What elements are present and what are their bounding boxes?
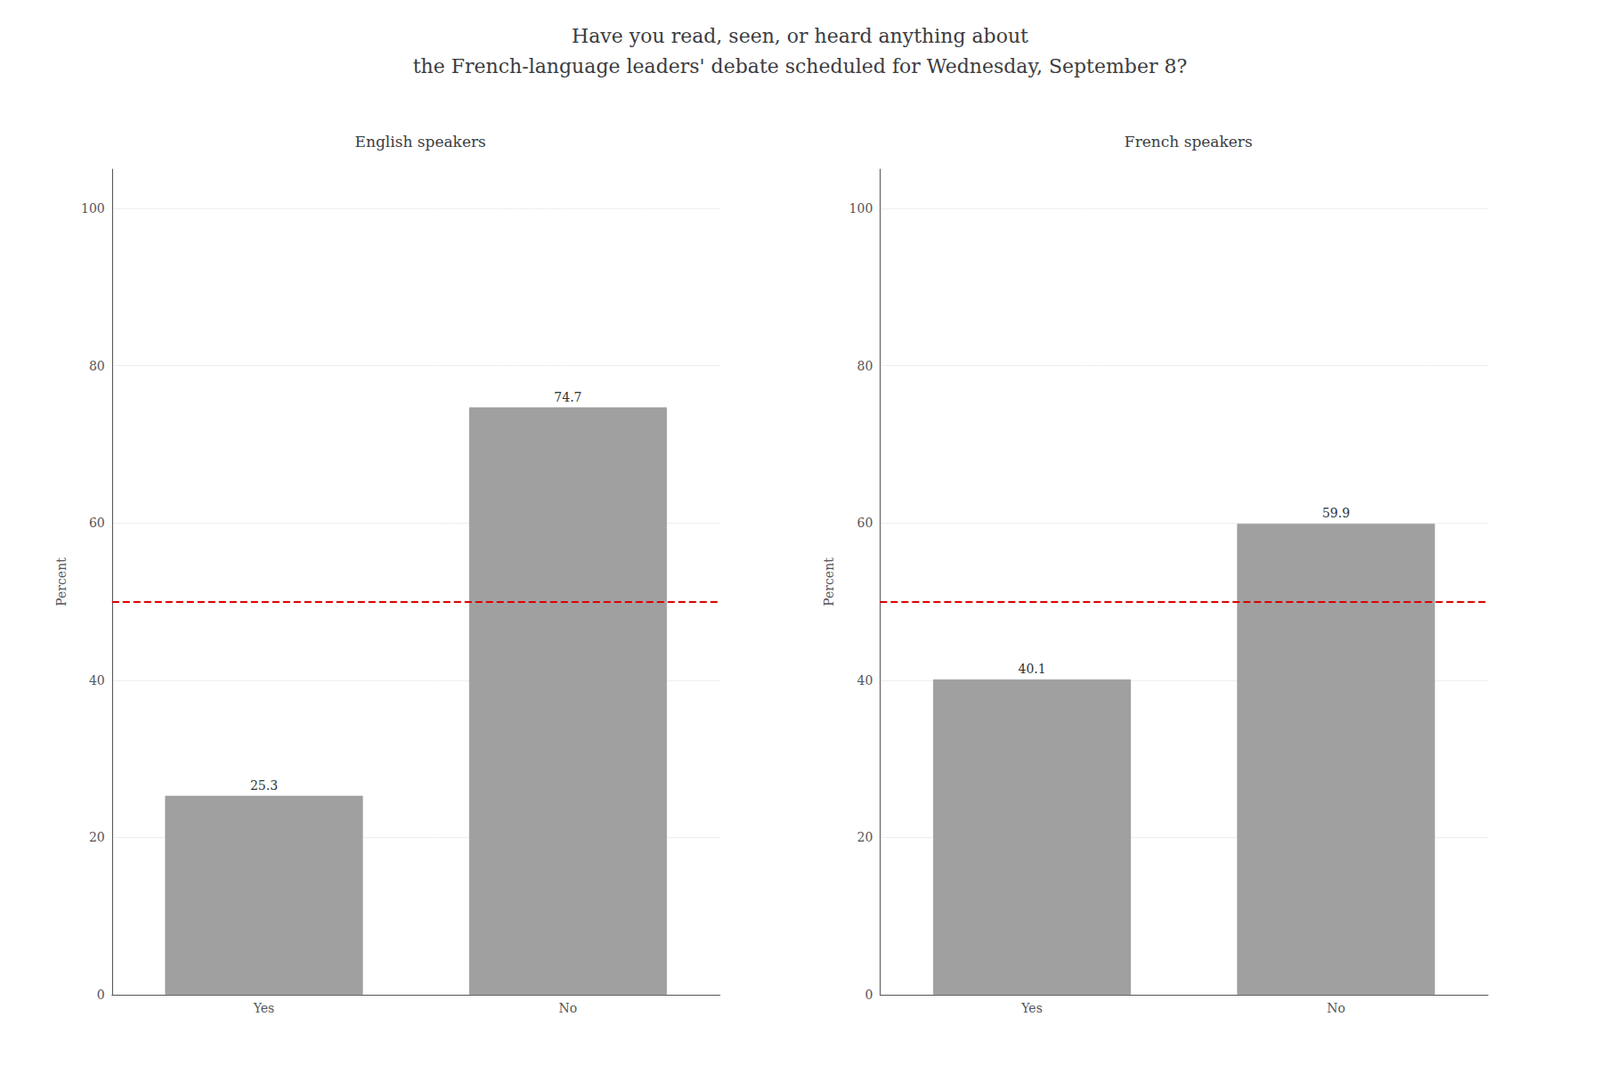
svg-text:French speakers: French speakers xyxy=(1124,132,1253,151)
svg-text:60: 60 xyxy=(857,515,874,530)
svg-text:40.1: 40.1 xyxy=(1017,661,1046,676)
svg-text:0: 0 xyxy=(864,987,873,1002)
svg-text:59.9: 59.9 xyxy=(1322,505,1350,520)
svg-text:Have you read, seen, or heard: Have you read, seen, or heard anything a… xyxy=(571,24,1029,48)
svg-text:No: No xyxy=(1326,1000,1346,1016)
svg-text:74.7: 74.7 xyxy=(553,389,582,405)
svg-text:25.3: 25.3 xyxy=(250,778,278,793)
svg-text:Percent: Percent xyxy=(54,557,69,607)
svg-text:100: 100 xyxy=(81,201,106,216)
svg-text:0: 0 xyxy=(97,987,106,1002)
svg-text:20: 20 xyxy=(89,829,106,845)
svg-text:80: 80 xyxy=(89,358,106,374)
svg-text:40: 40 xyxy=(857,673,874,688)
svg-text:100: 100 xyxy=(849,201,874,216)
svg-text:40: 40 xyxy=(89,673,106,688)
svg-text:20: 20 xyxy=(857,829,874,845)
svg-text:Yes: Yes xyxy=(252,1000,276,1016)
svg-text:Yes: Yes xyxy=(1020,1000,1043,1016)
svg-text:English speakers: English speakers xyxy=(355,132,487,151)
svg-text:the French-language leaders' d: the French-language leaders' debate sche… xyxy=(413,55,1187,78)
svg-text:80: 80 xyxy=(857,358,874,374)
svg-text:No: No xyxy=(559,1000,578,1016)
svg-text:60: 60 xyxy=(89,515,106,530)
svg-text:Percent: Percent xyxy=(821,557,837,607)
